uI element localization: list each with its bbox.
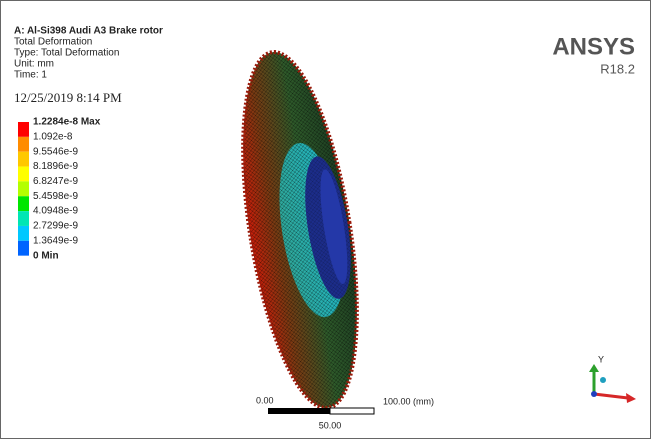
legend-label: 9.5546e-9 [33,146,78,157]
header-line: Type: Total Deformation [14,48,119,59]
legend-label: 5.4598e-9 [33,191,78,202]
header-line: Total Deformation [14,37,92,48]
legend-label: 0 Min [33,250,59,261]
legend-label: 4.0948e-9 [33,206,78,217]
legend-label: 1.092e-8 [33,131,73,142]
axis-label: Y [598,354,604,364]
legend-swatch [18,122,29,137]
legend-label: 1.2284e-8 Max [33,117,101,128]
legend-swatch [18,226,29,241]
logo-version: R18.2 [600,61,635,76]
ansys-viewport: A: Al-Si398 Audi A3 Brake rotor Total De… [0,0,651,439]
legend-label: 2.7299e-9 [33,221,78,232]
header-line: Time: 1 [14,70,47,81]
legend-swatch [18,181,29,196]
legend-label: 6.8247e-9 [33,176,78,187]
logo: ANSYS [552,33,635,60]
scale-label: 0.00 [256,395,274,405]
legend-swatch [18,211,29,226]
legend-swatch [18,196,29,211]
legend-swatch [18,167,29,182]
timestamp: 12/25/2019 8:14 PM [14,90,122,105]
scale-label: 50.00 [319,420,342,430]
header-line: Unit: mm [14,59,54,70]
legend-label: 8.1896e-9 [33,161,78,172]
legend-label: 1.3649e-9 [33,235,78,246]
legend-swatch [18,241,29,256]
model-title: A: Al-Si398 Audi A3 Brake rotor [14,26,163,37]
scale-label: 100.00 (mm) [383,396,434,406]
legend-swatch [18,137,29,152]
legend-swatch [18,152,29,167]
